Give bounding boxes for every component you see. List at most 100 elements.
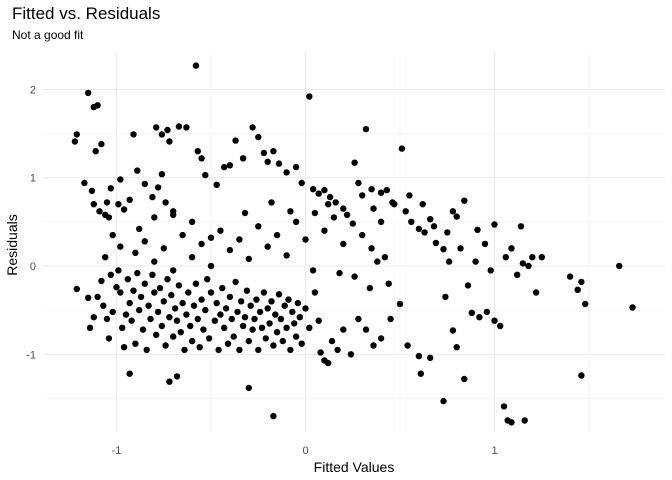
data-point bbox=[170, 211, 177, 218]
data-point bbox=[287, 208, 294, 215]
data-point bbox=[362, 326, 370, 333]
data-point bbox=[302, 305, 309, 312]
data-point bbox=[279, 337, 286, 345]
data-point bbox=[175, 282, 183, 289]
data-point bbox=[243, 287, 251, 294]
data-point bbox=[134, 167, 141, 174]
data-point bbox=[377, 335, 385, 342]
data-point bbox=[387, 315, 394, 323]
data-point bbox=[408, 218, 415, 225]
data-point bbox=[213, 299, 220, 307]
data-point bbox=[427, 216, 434, 223]
data-point bbox=[262, 335, 269, 342]
data-point bbox=[103, 315, 111, 323]
data-point bbox=[113, 284, 120, 291]
data-point bbox=[487, 267, 494, 274]
data-point bbox=[92, 148, 99, 155]
data-point bbox=[275, 291, 283, 298]
data-point bbox=[117, 289, 124, 296]
data-point bbox=[228, 315, 235, 323]
data-point bbox=[154, 184, 162, 191]
data-point bbox=[351, 159, 358, 166]
data-point bbox=[200, 326, 207, 333]
data-point bbox=[532, 289, 540, 296]
data-point bbox=[445, 258, 453, 265]
data-point bbox=[442, 293, 449, 301]
data-point bbox=[217, 311, 224, 318]
data-point bbox=[117, 176, 124, 183]
data-point bbox=[275, 160, 283, 167]
data-point bbox=[285, 296, 292, 303]
data-point bbox=[415, 352, 423, 360]
data-point bbox=[115, 201, 122, 208]
data-point bbox=[432, 239, 440, 247]
data-point bbox=[251, 315, 258, 323]
data-point bbox=[292, 163, 300, 171]
data-point bbox=[296, 314, 303, 321]
data-point bbox=[340, 240, 347, 248]
data-point bbox=[202, 306, 209, 314]
data-point bbox=[171, 305, 179, 312]
data-point bbox=[164, 126, 171, 134]
data-point bbox=[415, 225, 423, 233]
data-point bbox=[368, 186, 375, 193]
data-point bbox=[239, 155, 247, 162]
data-point bbox=[283, 252, 290, 259]
data-point bbox=[156, 284, 164, 292]
data-point bbox=[402, 208, 409, 215]
data-point bbox=[315, 190, 322, 197]
data-point bbox=[96, 208, 103, 215]
data-point bbox=[188, 218, 196, 225]
data-point bbox=[226, 162, 234, 169]
data-point bbox=[616, 262, 623, 270]
data-point bbox=[283, 324, 290, 331]
data-point bbox=[582, 300, 589, 308]
data-point bbox=[508, 245, 515, 252]
data-point bbox=[124, 276, 131, 283]
data-point bbox=[105, 214, 113, 221]
data-point bbox=[370, 342, 377, 349]
data-point bbox=[330, 214, 338, 221]
data-point bbox=[219, 284, 226, 292]
data-point bbox=[306, 93, 313, 100]
data-point bbox=[126, 370, 133, 377]
data-point bbox=[173, 317, 181, 324]
data-point bbox=[119, 324, 126, 331]
data-point bbox=[517, 223, 525, 230]
data-point bbox=[317, 349, 324, 356]
data-point bbox=[226, 246, 234, 254]
data-point bbox=[166, 314, 173, 321]
data-point bbox=[396, 300, 404, 308]
data-point bbox=[347, 351, 355, 358]
data-point bbox=[137, 293, 145, 301]
y-tick-label: 1 bbox=[30, 173, 36, 185]
data-point bbox=[374, 258, 381, 265]
data-point bbox=[309, 186, 317, 193]
data-point bbox=[170, 333, 177, 340]
data-point bbox=[249, 326, 256, 333]
y-axis-title: Residuals bbox=[4, 214, 20, 275]
data-point bbox=[236, 346, 243, 354]
data-point bbox=[472, 258, 479, 265]
data-point bbox=[232, 278, 239, 286]
data-point bbox=[221, 163, 228, 171]
data-point bbox=[86, 324, 94, 331]
data-point bbox=[85, 294, 92, 301]
data-point bbox=[417, 370, 424, 377]
data-point bbox=[98, 140, 105, 148]
data-point bbox=[268, 199, 275, 206]
data-point bbox=[419, 201, 426, 208]
data-point bbox=[255, 223, 262, 230]
data-point bbox=[309, 267, 317, 274]
x-axis-title: Fitted Values bbox=[314, 459, 395, 475]
data-point bbox=[256, 308, 264, 316]
data-point bbox=[302, 236, 309, 243]
data-point bbox=[421, 229, 428, 236]
data-point bbox=[154, 308, 162, 316]
data-point bbox=[306, 324, 313, 331]
data-point bbox=[213, 181, 220, 188]
data-point bbox=[315, 317, 322, 324]
data-point bbox=[359, 231, 366, 239]
data-point bbox=[160, 245, 167, 252]
data-point bbox=[255, 346, 262, 354]
